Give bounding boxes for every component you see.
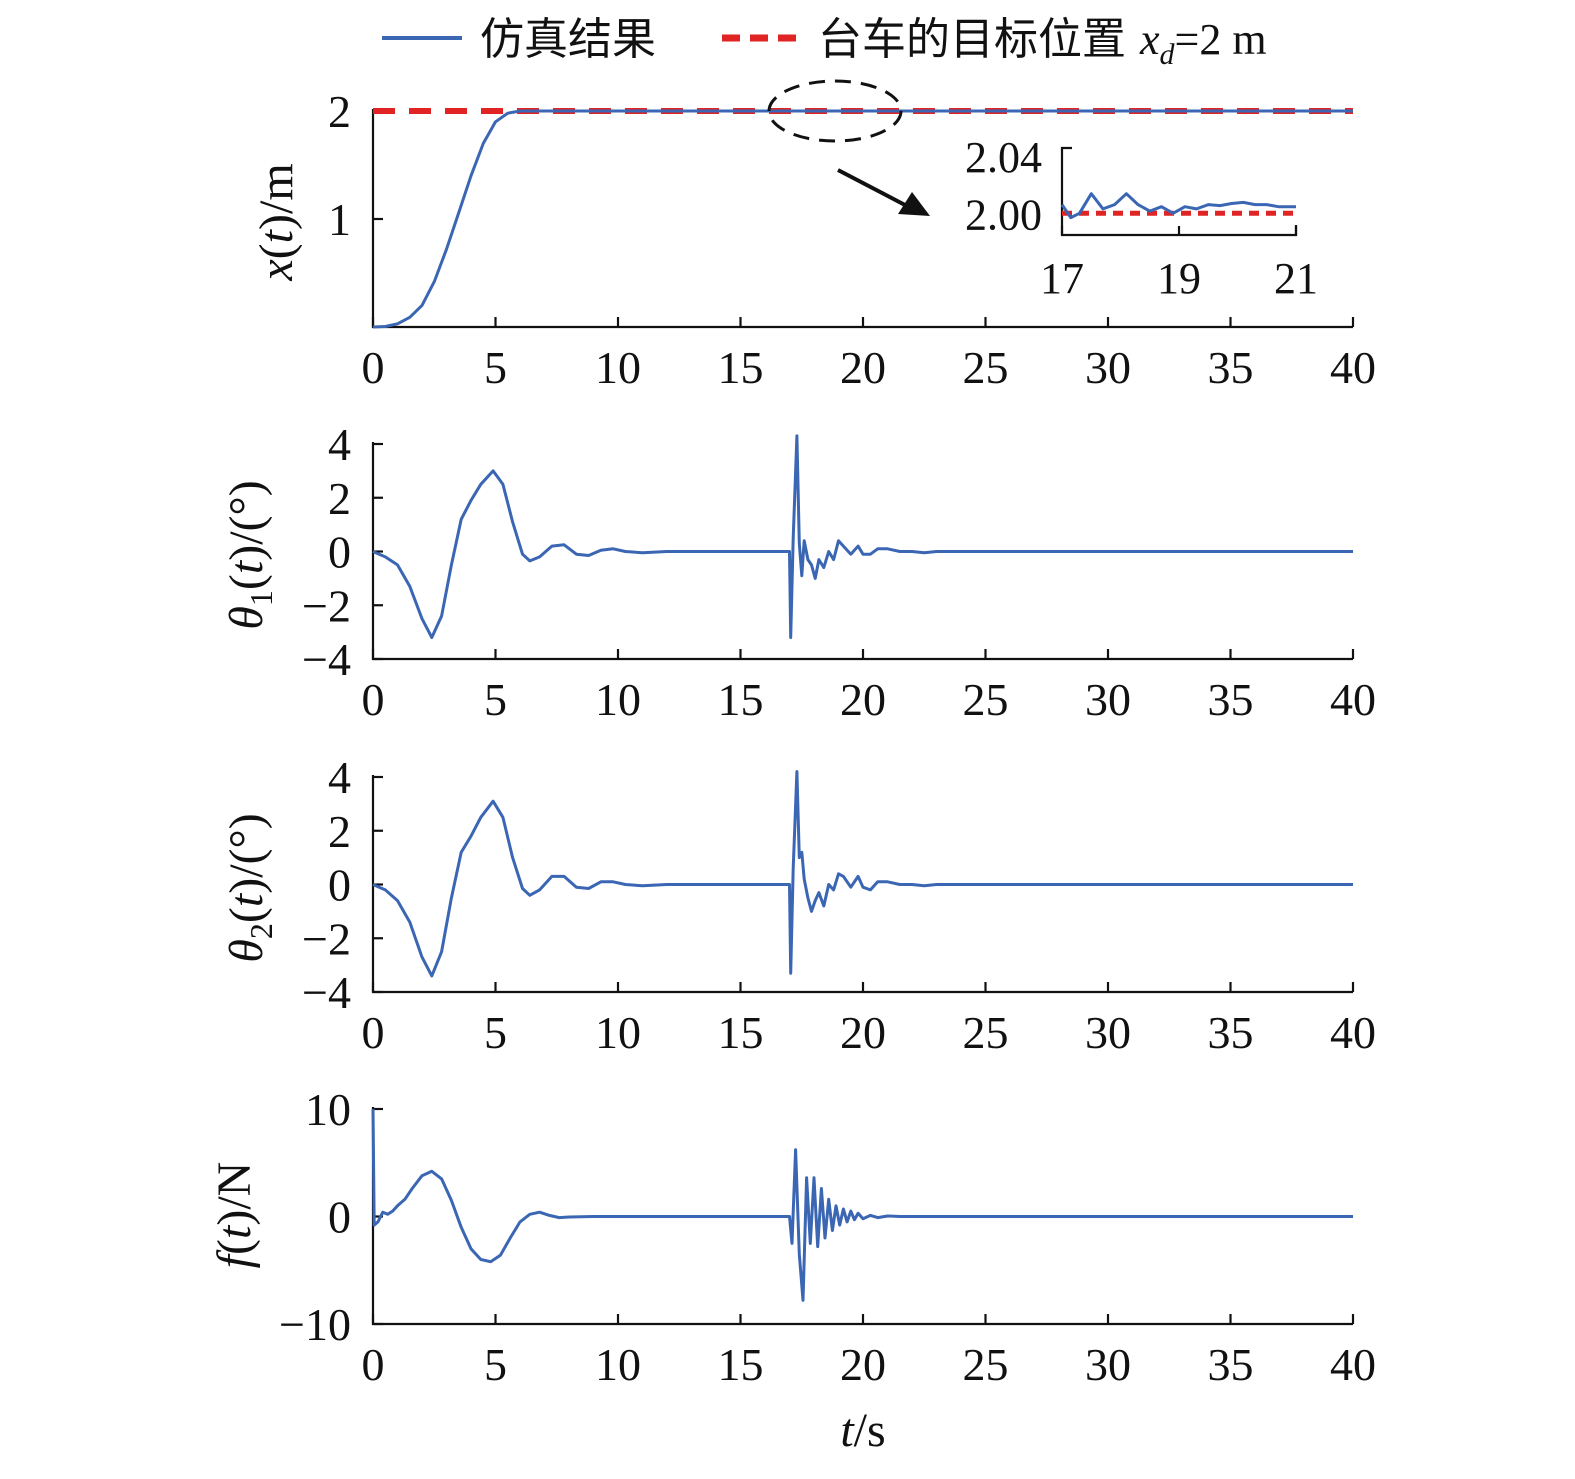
y-tick-label-x: 1 <box>328 194 351 245</box>
ylabel-force: f(t)/N <box>208 1162 261 1269</box>
y-tick-label-theta1: 2 <box>328 473 351 524</box>
series-line-theta2 <box>372 770 1353 978</box>
x-tick-label-theta1: 0 <box>362 674 385 725</box>
x-tick-label-force: 20 <box>840 1339 886 1390</box>
x-tick-label-force: 35 <box>1208 1339 1254 1390</box>
inset-y-tick-label: 2.00 <box>965 190 1042 239</box>
x-tick-label-force: 0 <box>362 1339 385 1390</box>
y-tick-label-theta1: 4 <box>328 419 351 470</box>
y-tick-label-force: 10 <box>305 1084 351 1135</box>
inset-y-tick-label: 2.04 <box>965 133 1042 182</box>
y-tick-label-theta2: −2 <box>302 913 351 964</box>
x-tick-label-force: 25 <box>963 1339 1009 1390</box>
y-tick-label-theta2: −4 <box>302 967 351 1018</box>
inset-axis-frame <box>1060 146 1298 237</box>
legend-sim-label: 仿真结果 <box>480 14 656 65</box>
series-line-theta1 <box>372 434 1353 639</box>
x-tick-label-theta2: 30 <box>1085 1007 1131 1058</box>
legend-target-var: x <box>1139 15 1160 64</box>
y-tick-label-theta1: −4 <box>302 634 351 685</box>
zoom-inset: 17 19 21 2.04 2.00 <box>965 133 1318 303</box>
x-tick-label-theta2: 10 <box>595 1007 641 1058</box>
inset-series-line <box>1060 192 1296 220</box>
x-tick-label-theta1: 25 <box>963 674 1009 725</box>
y-tick-label-theta2: 0 <box>328 860 351 911</box>
x-tick-label-theta2: 15 <box>718 1007 764 1058</box>
x-tick-label-x: 30 <box>1085 342 1131 393</box>
x-tick-label-x: 5 <box>484 342 507 393</box>
x-tick-label-theta1: 10 <box>595 674 641 725</box>
zoom-arrowhead <box>898 192 930 216</box>
x-tick-label-force: 10 <box>595 1339 641 1390</box>
inset-x-tick-label: 19 <box>1157 254 1201 303</box>
legend-target-sub: d <box>1160 38 1176 71</box>
x-tick-label-x: 35 <box>1208 342 1254 393</box>
series-line-x <box>372 109 1353 329</box>
y-tick-label-force: 0 <box>328 1192 351 1243</box>
x-tick-label-theta2: 35 <box>1208 1007 1254 1058</box>
zoom-arrow <box>837 168 906 207</box>
legend: 仿真结果 台车的目标位置 xd=2 m <box>382 14 1267 71</box>
x-position-panel: 0 5 10 15 20 25 30 35 40 1 2 <box>328 86 1376 393</box>
ylabel-theta2: θ2(t)/(°) <box>220 813 279 962</box>
x-tick-label-force: 5 <box>484 1339 507 1390</box>
y-tick-label-x: 2 <box>328 86 351 137</box>
x-tick-label-theta1: 15 <box>718 674 764 725</box>
inset-x-tick-label: 21 <box>1274 254 1318 303</box>
x-tick-label-force: 40 <box>1330 1339 1376 1390</box>
x-tick-label-theta2: 20 <box>840 1007 886 1058</box>
x-tick-label-theta1: 40 <box>1330 674 1376 725</box>
legend-target-prefix: 台车的目标位置 <box>818 14 1140 65</box>
x-tick-label-force: 15 <box>718 1339 764 1390</box>
x-tick-label-x: 10 <box>595 342 641 393</box>
y-tick-label-force: −10 <box>279 1299 351 1350</box>
x-tick-label-theta1: 5 <box>484 674 507 725</box>
x-tick-label-theta1: 30 <box>1085 674 1131 725</box>
x-tick-label-theta2: 5 <box>484 1007 507 1058</box>
x-tick-label-force: 30 <box>1085 1339 1131 1390</box>
ylabel-x: x(t)/m <box>250 163 303 281</box>
x-tick-label-x: 0 <box>362 342 385 393</box>
zoom-ellipse <box>767 79 903 143</box>
x-tick-label-theta2: 25 <box>963 1007 1009 1058</box>
y-tick-label-theta2: 4 <box>328 752 351 803</box>
x-tick-label-theta2: 40 <box>1330 1007 1376 1058</box>
y-tick-label-theta2: 2 <box>328 806 351 857</box>
xlabel: t/s <box>840 1404 885 1457</box>
legend-target-label: 台车的目标位置 xd=2 m <box>818 14 1267 71</box>
axis-frame-x <box>371 109 1353 329</box>
legend-target-suffix: =2 m <box>1175 15 1267 64</box>
ylabel-theta1: θ1(t)/(°) <box>220 480 279 629</box>
x-tick-label-x: 20 <box>840 342 886 393</box>
y-tick-label-theta1: −2 <box>302 580 351 631</box>
x-tick-label-theta1: 35 <box>1208 674 1254 725</box>
x-tick-label-x: 40 <box>1330 342 1376 393</box>
x-tick-label-x: 15 <box>718 342 764 393</box>
x-tick-label-theta1: 20 <box>840 674 886 725</box>
x-tick-label-x: 25 <box>963 342 1009 393</box>
y-tick-label-theta1: 0 <box>328 527 351 578</box>
series-line-force <box>371 1108 1353 1302</box>
x-tick-label-theta2: 0 <box>362 1007 385 1058</box>
inset-x-tick-label: 17 <box>1040 254 1084 303</box>
